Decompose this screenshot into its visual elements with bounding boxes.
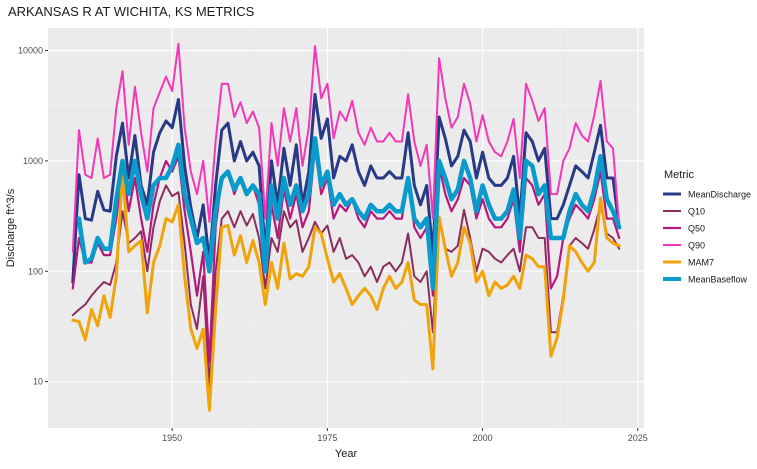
plot-panel <box>48 28 644 428</box>
series-line-q10 <box>71 184 621 388</box>
x-tick-label: 2025 <box>628 433 648 443</box>
legend-title: Metric <box>664 169 694 181</box>
series-line-mam7 <box>71 170 621 412</box>
legend-label-q90: Q90 <box>688 241 705 251</box>
x-tick-label: 1950 <box>162 433 182 443</box>
legend-label-q50: Q50 <box>688 224 705 234</box>
legend-label-mam7: MAM7 <box>688 258 714 268</box>
x-axis-ticks: 1950 1975 2000 2025 <box>162 428 648 443</box>
legend-label-q10: Q10 <box>688 207 705 217</box>
x-tick-label: 2000 <box>473 433 493 443</box>
legend-label-meandischarge: MeanDischarge <box>688 190 751 200</box>
series-lines <box>71 42 622 412</box>
chart-title: ARKANSAS R AT WICHITA, KS METRICS <box>8 4 255 19</box>
legend-label-meanbaseflow: MeanBaseflow <box>688 275 748 285</box>
y-tick-label: 10 <box>33 377 43 387</box>
y-tick-label: 1000 <box>23 156 43 166</box>
y-axis-ticks: 10 100 1000 10000 <box>18 46 48 387</box>
series-line-meanbaseflow <box>76 136 622 291</box>
legend: Metric MeanDischarge Q10 Q50 Q90 MAM7 MeanBas… <box>663 169 751 285</box>
y-tick-label: 10000 <box>18 46 43 56</box>
series-line-q50 <box>71 147 621 364</box>
x-axis-label: Year <box>335 448 358 460</box>
y-axis-label: Discharge ft^3/s <box>5 188 17 267</box>
series-line-q90 <box>71 42 621 253</box>
x-tick-label: 1975 <box>317 433 337 443</box>
series-line-meandischarge <box>71 92 621 284</box>
y-tick-label: 100 <box>28 266 43 276</box>
